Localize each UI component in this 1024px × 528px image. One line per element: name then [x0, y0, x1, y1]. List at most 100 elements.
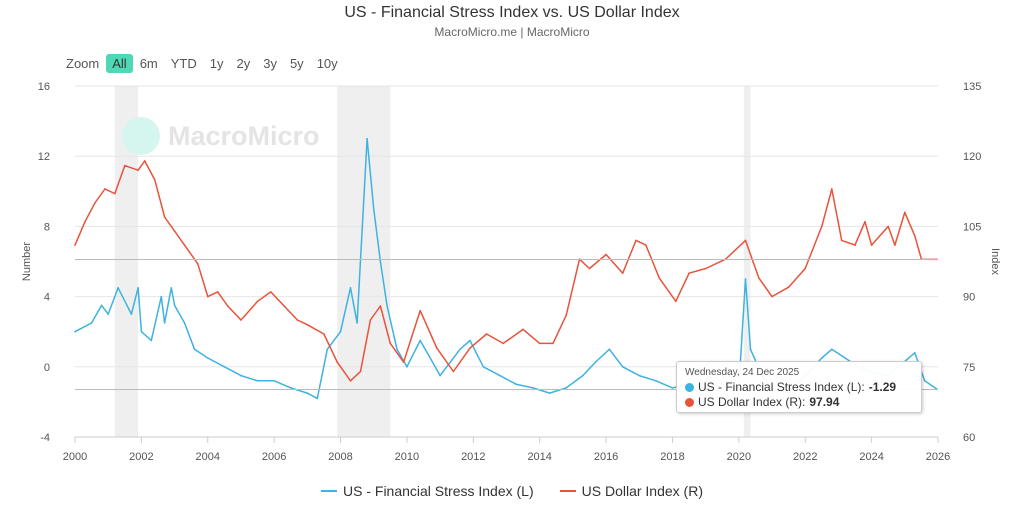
dxy-point [256, 300, 259, 303]
fsi-point [74, 330, 76, 333]
dxy-point [821, 225, 823, 228]
dxy-point [74, 244, 76, 246]
legend-line-icon [321, 490, 337, 492]
x-tick: 2014 [527, 451, 551, 463]
fsi-point [170, 287, 173, 289]
zoom-all-button[interactable]: All [106, 54, 133, 73]
fsi-point [90, 322, 93, 324]
dxy-point [306, 323, 309, 326]
dxy-point [216, 291, 219, 293]
dxy-point [552, 342, 554, 345]
tooltip-label: US Dollar Index (R): [698, 395, 806, 409]
fsi-point [406, 366, 408, 368]
fsi-point [173, 304, 176, 307]
zoom-3y-button[interactable]: 3y [263, 56, 277, 71]
y-tick-right: 90 [963, 292, 975, 304]
dxy-point [104, 188, 106, 190]
dxy-point [787, 286, 790, 289]
dxy-point [114, 192, 116, 195]
dxy-point [744, 239, 747, 242]
x-tick: 2010 [395, 451, 419, 463]
tooltip-date: Wednesday, 24 Dec 2025 [685, 367, 800, 378]
dxy-point [658, 277, 660, 279]
x-tick: 2026 [926, 451, 950, 463]
zoom-5y-button[interactable]: 5y [289, 56, 304, 71]
legend-item-dxy[interactable]: US Dollar Index (R) [559, 483, 703, 499]
zoom-10y-button[interactable]: 10y [316, 56, 338, 71]
fsi-point [356, 322, 358, 324]
dxy-point [283, 305, 285, 307]
fsi-point [366, 137, 368, 140]
watermark-logo: MacroMicro [122, 117, 320, 155]
fsi-point [459, 348, 461, 351]
fsi-point [608, 348, 611, 351]
fsi-point [349, 287, 352, 289]
recession-band [743, 86, 751, 437]
x-tick: 2024 [859, 451, 883, 463]
dxy-point [197, 263, 199, 265]
chart-subtitle: MacroMicro.me | MacroMicro [434, 25, 590, 39]
fsi-point [107, 313, 109, 315]
fsi-series-line [74, 137, 938, 400]
fsi-point [117, 287, 119, 289]
zoom-ytd-button[interactable]: YTD [170, 56, 197, 71]
y-tick-right: 120 [963, 151, 981, 163]
dxy-point [226, 305, 229, 307]
fsi-point [595, 360, 597, 363]
zoom-2y-button[interactable]: 2y [236, 56, 251, 71]
x-tick: 2022 [793, 451, 817, 463]
chart-title: US - Financial Stress Index vs. US Dolla… [344, 4, 680, 21]
dxy-dot-icon [685, 398, 694, 407]
dxy-point [296, 319, 299, 321]
zoom-6m-button[interactable]: 6m [139, 56, 158, 71]
dxy-point [143, 160, 146, 162]
x-tick: 2008 [328, 451, 352, 463]
fsi-point [339, 330, 342, 333]
legend-item-fsi[interactable]: US - Financial Stress Index (L) [321, 483, 534, 499]
fsi-point [160, 295, 163, 298]
fsi-point [256, 380, 259, 382]
fsi-point [140, 330, 143, 333]
dxy-point [206, 295, 209, 298]
fsi-point [289, 387, 292, 389]
dxy-point [804, 267, 807, 270]
fsi-point [240, 374, 242, 377]
fsi-point [482, 366, 485, 368]
zoom-1y-button[interactable]: 1y [209, 56, 224, 71]
fsi-point [548, 392, 551, 394]
dxy-point [645, 244, 647, 246]
dxy-point [870, 244, 873, 246]
tooltip-row-fsi: US - Financial Stress Index (L): -1.29 [685, 380, 913, 395]
dxy-point [522, 328, 524, 331]
dxy-point [904, 211, 906, 214]
dxy-point [840, 239, 843, 242]
fsi-point [638, 374, 641, 377]
fsi-point [821, 357, 823, 359]
recession-band [337, 86, 391, 437]
dxy-point [538, 342, 541, 345]
y-tick-left: 0 [44, 362, 50, 374]
dxy-point [419, 309, 422, 312]
fsi-point [565, 387, 568, 389]
fsi-point [379, 260, 382, 263]
dxy-point [137, 169, 139, 172]
dxy-point [605, 253, 607, 256]
dxy-point [173, 230, 176, 232]
y-axis-right-label: Index [989, 248, 1001, 275]
dxy-point [240, 319, 242, 321]
dxy-point [502, 342, 504, 345]
dxy-point [163, 216, 166, 218]
dxy-point [588, 267, 591, 270]
fsi-point [150, 339, 153, 342]
fsi-point [439, 374, 441, 377]
fsi-point [223, 366, 226, 368]
dxy-point [894, 244, 896, 246]
dxy-point [704, 267, 707, 270]
y-tick-left: 8 [44, 221, 50, 233]
fsi-point [386, 304, 388, 307]
fsi-point [163, 322, 166, 324]
x-tick: 2006 [262, 451, 286, 463]
tooltip-row-dxy: US Dollar Index (R): 97.94 [685, 395, 913, 410]
fsi-point [844, 357, 846, 359]
